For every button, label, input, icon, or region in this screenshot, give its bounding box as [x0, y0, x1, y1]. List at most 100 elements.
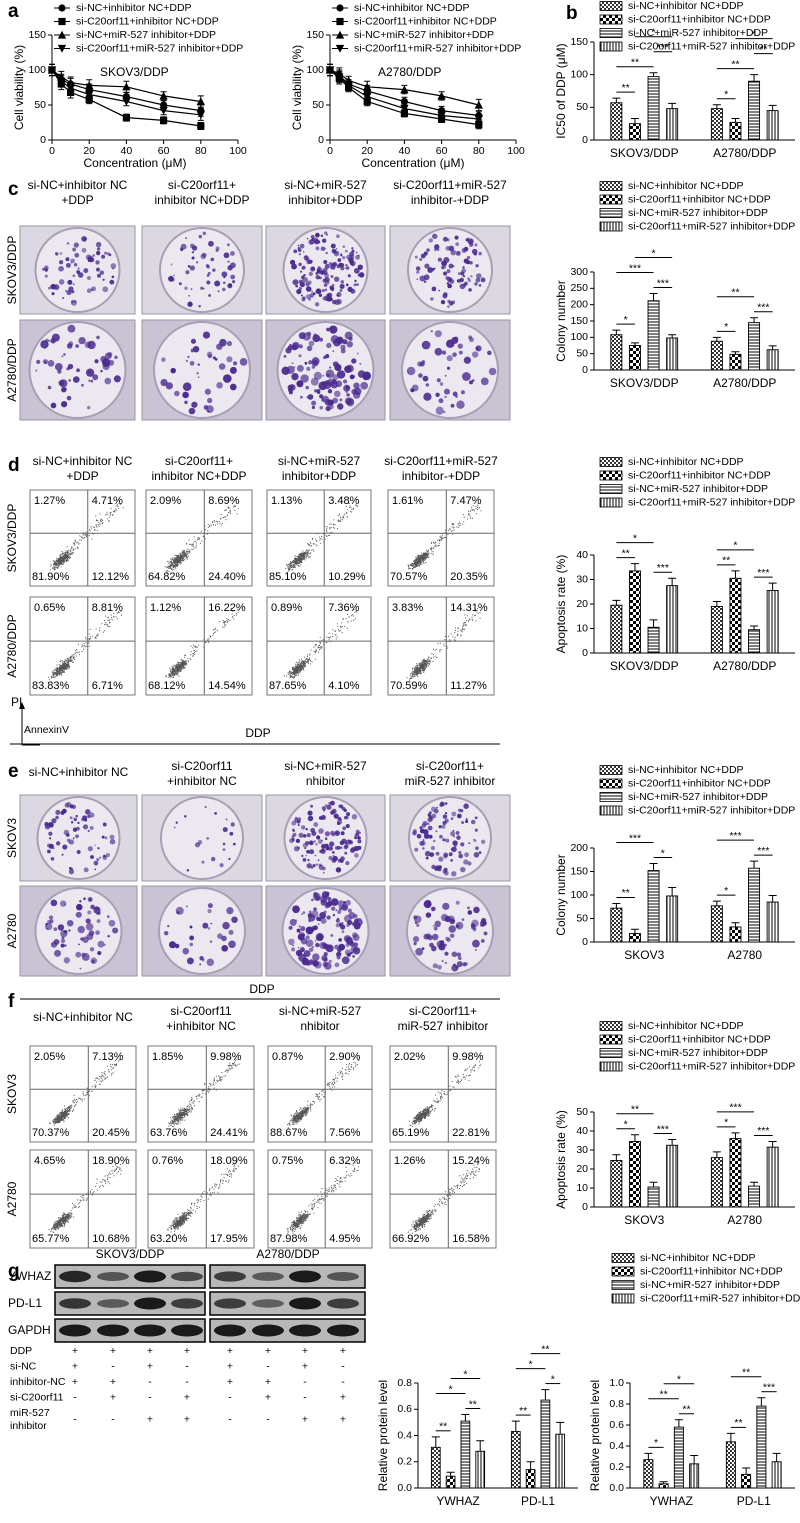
- event-dot: [224, 509, 226, 511]
- colony: [64, 802, 70, 808]
- event-dot: [97, 524, 99, 526]
- event-dot: [345, 617, 347, 619]
- event-dot: [293, 561, 295, 563]
- event-dot: [418, 557, 420, 559]
- colony: [469, 260, 473, 265]
- event-dot: [182, 667, 184, 669]
- colony: [426, 248, 430, 252]
- event-dot: [65, 556, 67, 558]
- event-dot: [175, 565, 177, 567]
- legend-label: si-NC+inhibitor NC+DDP: [640, 1252, 756, 1264]
- event-dot: [192, 542, 194, 544]
- event-dot: [469, 514, 471, 516]
- event-dot: [54, 673, 56, 675]
- event-dot: [294, 561, 296, 563]
- colony: [338, 262, 343, 267]
- event-dot: [309, 654, 311, 656]
- event-dot: [352, 508, 354, 510]
- event-dot: [477, 502, 479, 504]
- event-dot: [423, 561, 425, 563]
- colony: [85, 368, 95, 377]
- event-dot: [164, 566, 166, 568]
- colony: [357, 264, 363, 270]
- event-dot: [459, 523, 461, 525]
- event-dot: [306, 554, 308, 556]
- colony: [295, 284, 299, 288]
- gate-percent: 8.69%: [208, 495, 239, 507]
- event-dot: [52, 673, 54, 675]
- event-dot: [77, 541, 79, 543]
- colony: [437, 865, 442, 870]
- colony: [346, 938, 354, 946]
- colony: [305, 927, 312, 933]
- colony: [82, 815, 88, 821]
- row-label: SKOV3/DDP: [5, 236, 19, 305]
- event-dot: [223, 626, 225, 628]
- colony: [221, 944, 229, 952]
- colony: [92, 254, 95, 257]
- colony: [168, 941, 176, 949]
- colony: [315, 842, 318, 846]
- colony: [318, 816, 323, 820]
- gate-percent: 8.81%: [92, 602, 123, 614]
- event-dot: [341, 632, 343, 634]
- event-dot: [57, 558, 59, 560]
- bar: [510, 1431, 521, 1489]
- event-dot: [190, 645, 192, 647]
- colony: [232, 842, 236, 846]
- event-dot: [116, 505, 118, 507]
- event-dot: [173, 671, 175, 673]
- colony: [306, 331, 312, 336]
- event-dot: [77, 643, 79, 645]
- event-dot: [292, 666, 294, 668]
- colony: [291, 263, 297, 270]
- significance-label: **: [469, 1398, 477, 1410]
- colony: [317, 923, 320, 926]
- colony: [90, 904, 95, 910]
- event-dot: [333, 519, 335, 521]
- colony: [450, 848, 454, 851]
- event-dot: [172, 565, 174, 567]
- event-dot: [419, 554, 421, 556]
- event-dot: [64, 666, 66, 668]
- event-dot: [69, 660, 71, 662]
- event-dot: [86, 535, 88, 537]
- event-dot: [218, 521, 220, 523]
- colony: [442, 293, 448, 299]
- significance-label: *: [651, 247, 655, 259]
- colony: [425, 900, 431, 906]
- event-dot: [62, 553, 64, 555]
- event-dot: [314, 658, 316, 660]
- event-dot: [58, 566, 60, 568]
- event-dot: [53, 569, 55, 571]
- event-dot: [471, 509, 473, 511]
- event-dot: [197, 644, 199, 646]
- marker: [160, 116, 168, 124]
- error-bar: [750, 625, 759, 630]
- event-dot: [175, 561, 177, 563]
- colony: [434, 248, 437, 252]
- significance-label: **: [682, 1404, 690, 1416]
- bar: [748, 80, 761, 141]
- event-dot: [120, 610, 122, 612]
- colony: [191, 245, 198, 251]
- colony: [36, 359, 41, 364]
- event-dot: [54, 566, 56, 568]
- colony: [55, 809, 61, 815]
- colony: [354, 918, 359, 924]
- event-dot: [303, 552, 305, 554]
- colony: [191, 251, 195, 254]
- colony: [323, 381, 332, 390]
- event-dot: [311, 661, 313, 663]
- event-dot: [214, 627, 216, 629]
- event-dot: [180, 665, 182, 667]
- colony: [59, 252, 63, 255]
- colony: [342, 379, 348, 384]
- y-tick-label: 0.8: [397, 1377, 412, 1389]
- event-dot: [96, 529, 98, 531]
- event-dot: [183, 553, 185, 555]
- colony: [300, 825, 306, 830]
- bar: [610, 102, 623, 141]
- event-dot: [68, 668, 70, 670]
- event-dot: [175, 665, 177, 667]
